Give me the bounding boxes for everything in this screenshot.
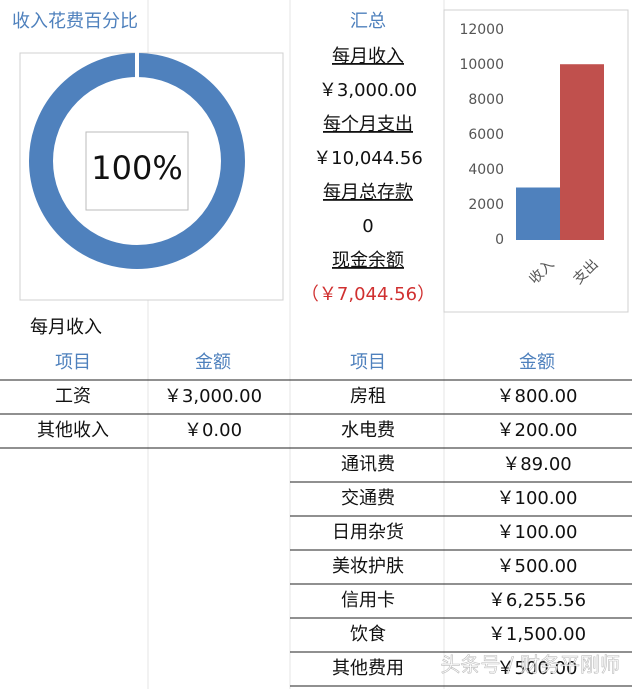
row-item: 交通费	[341, 488, 395, 509]
row-item: 日用杂货	[332, 522, 404, 543]
watermark: 头条号 / 财务平刚师	[441, 653, 620, 677]
column-header: 项目	[55, 352, 91, 373]
row-amount: ￥100.00	[497, 488, 578, 509]
summary-value: （￥7,044.56）	[301, 284, 435, 305]
row-item: 工资	[55, 386, 91, 407]
bar	[560, 64, 604, 240]
pie-title: 收入花费百分比	[12, 11, 138, 32]
column-header: 金额	[195, 352, 231, 373]
summary-value: 0	[362, 216, 373, 237]
row-amount: ￥89.00	[502, 454, 572, 475]
row-amount: ￥100.00	[497, 522, 578, 543]
donut-label: 100%	[91, 149, 182, 187]
summary-label: 每个月支出	[323, 114, 413, 135]
y-tick-label: 8000	[468, 92, 504, 108]
row-amount: ￥500.00	[497, 556, 578, 577]
summary-label: 每月总存款	[323, 182, 413, 203]
column-header: 项目	[350, 352, 386, 373]
row-item: 其他费用	[332, 658, 404, 679]
summary-title: 汇总	[350, 11, 386, 32]
row-item: 美妆护肤	[332, 556, 404, 577]
row-item: 信用卡	[341, 590, 395, 611]
row-amount: ￥200.00	[497, 420, 578, 441]
y-tick-label: 12000	[459, 22, 504, 38]
row-amount: ￥3,000.00	[164, 386, 262, 407]
label-box	[85, 131, 189, 211]
summary-label: 现金余额	[332, 250, 404, 271]
y-tick-label: 10000	[459, 57, 504, 73]
row-amount: ￥1,500.00	[488, 624, 586, 645]
row-item: 饮食	[350, 624, 386, 645]
column-header: 金额	[519, 352, 555, 373]
row-item: 房租	[350, 386, 386, 407]
summary-value: ￥10,044.56	[313, 148, 423, 169]
row-amount: ￥0.00	[184, 420, 242, 441]
row-item: 其他收入	[37, 420, 109, 441]
table-title: 每月收入	[30, 317, 102, 338]
y-tick-label: 2000	[468, 197, 504, 213]
y-tick-label: 0	[495, 232, 504, 248]
row-item: 水电费	[341, 420, 395, 441]
row-amount: ￥800.00	[497, 386, 578, 407]
y-tick-label: 4000	[468, 162, 504, 178]
summary-value: ￥3,000.00	[319, 80, 417, 101]
row-amount: ￥500.00	[497, 658, 578, 679]
row-item: 通讯费	[341, 454, 395, 475]
row-amount: ￥6,255.56	[488, 590, 586, 611]
y-tick-label: 6000	[468, 127, 504, 143]
summary-label: 每月收入	[332, 46, 404, 67]
bar	[516, 187, 560, 240]
